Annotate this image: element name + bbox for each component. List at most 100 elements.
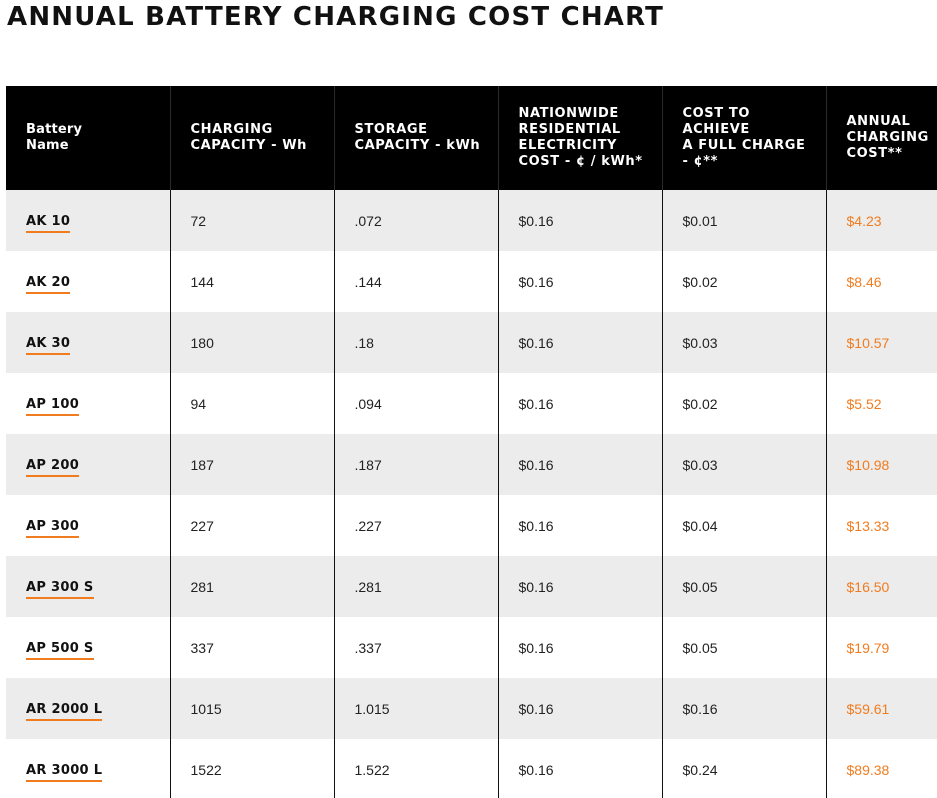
battery-name-cell: AP 500 S	[6, 617, 170, 678]
header-line: CAPACITY - kWh	[354, 138, 481, 153]
full-charge-cost-cell: $0.05	[661, 556, 826, 617]
storage-capacity-cell: .281	[333, 556, 498, 617]
full-charge-cost-cell: $0.03	[661, 434, 826, 495]
charging-capacity-cell: 337	[169, 617, 334, 678]
electricity-cost-cell: $0.16	[497, 678, 662, 739]
annual-cost-cell: $19.79	[825, 617, 937, 678]
storage-capacity-cell: .094	[333, 373, 498, 434]
annual-cost-cell: $4.23	[825, 190, 937, 251]
battery-name-cell: AR 2000 L	[6, 678, 170, 739]
table-body: AK 10 72.072 $0.16 $0.01 $4.23 AK 20 144.144 $0…	[6, 190, 937, 798]
table-row: AK 10 72.072 $0.16 $0.01 $4.23	[6, 190, 937, 251]
full-charge-cost-cell: $0.03	[661, 312, 826, 373]
header-line: NATIONWIDE	[518, 106, 619, 121]
battery-name-link[interactable]: AP 300	[26, 519, 80, 538]
charging-capacity-cell: 1522	[169, 739, 334, 798]
battery-name-link[interactable]: AR 3000 L	[26, 763, 103, 782]
annual-cost-cell: $8.46	[825, 251, 937, 312]
battery-name-link[interactable]: AP 200	[26, 458, 80, 477]
header-line: ELECTRICITY	[518, 138, 618, 153]
electricity-cost-cell: $0.16	[497, 312, 662, 373]
storage-capacity-cell: .337	[333, 617, 498, 678]
full-charge-cost-cell: $0.02	[661, 373, 826, 434]
page-title: ANNUAL BATTERY CHARGING COST CHART	[7, 2, 665, 32]
annual-cost-cell: $16.50	[825, 556, 937, 617]
table-row: AP 100 94.094 $0.16 $0.02 $5.52	[6, 373, 937, 434]
table-row: AK 20 144.144 $0.16 $0.02 $8.46	[6, 251, 937, 312]
full-charge-cost-cell: $0.05	[661, 617, 826, 678]
battery-name-cell: AK 30	[6, 312, 170, 373]
full-charge-cost-cell: $0.16	[661, 678, 826, 739]
header-line: CHARGING	[846, 130, 929, 145]
table-row: AP 300 227.227 $0.16 $0.04 $13.33	[6, 495, 937, 556]
battery-name-cell: AP 300 S	[6, 556, 170, 617]
electricity-cost-cell: $0.16	[497, 190, 662, 251]
header-line: STORAGE	[354, 122, 428, 137]
table-row: AP 200 187.187 $0.16 $0.03 $10.98	[6, 434, 937, 495]
storage-capacity-cell: .072	[333, 190, 498, 251]
storage-capacity-cell: .18	[333, 312, 498, 373]
battery-name-link[interactable]: AK 20	[26, 275, 71, 294]
charging-capacity-cell: 94	[169, 373, 334, 434]
storage-capacity-cell: 1.015	[333, 678, 498, 739]
electricity-cost-cell: $0.16	[497, 251, 662, 312]
charging-capacity-cell: 144	[169, 251, 334, 312]
storage-capacity-cell: 1.522	[333, 739, 498, 798]
battery-name-cell: AP 300	[6, 495, 170, 556]
header-line: COST**	[846, 146, 903, 161]
charging-capacity-cell: 281	[169, 556, 334, 617]
full-charge-cost-cell: $0.01	[661, 190, 826, 251]
annual-cost-cell: $59.61	[825, 678, 937, 739]
battery-name-link[interactable]: AP 100	[26, 397, 80, 416]
battery-name-cell: AK 10	[6, 190, 170, 251]
battery-name-cell: AK 20	[6, 251, 170, 312]
full-charge-cost-cell: $0.02	[661, 251, 826, 312]
charging-cost-table: Battery Name CHARGING CAPACITY - Wh STOR…	[6, 86, 937, 798]
table-header: Battery Name CHARGING CAPACITY - Wh STOR…	[6, 86, 937, 190]
charging-capacity-cell: 187	[169, 434, 334, 495]
header-line: Battery	[26, 122, 83, 137]
full-charge-cost-cell: $0.04	[661, 495, 826, 556]
electricity-cost-cell: $0.16	[497, 617, 662, 678]
header-charging-capacity: CHARGING CAPACITY - Wh	[169, 86, 334, 190]
battery-name-link[interactable]: AR 2000 L	[26, 702, 103, 721]
header-storage-capacity: STORAGE CAPACITY - kWh	[333, 86, 498, 190]
annual-cost-cell: $89.38	[825, 739, 937, 798]
header-electricity-cost: NATIONWIDE RESIDENTIAL ELECTRICITY COST …	[497, 86, 662, 190]
battery-name-link[interactable]: AP 500 S	[26, 641, 94, 660]
header-line: CHARGING	[190, 122, 273, 137]
header-row: Battery Name CHARGING CAPACITY - Wh STOR…	[6, 86, 937, 190]
table-row: AK 30 180.18 $0.16 $0.03 $10.57	[6, 312, 937, 373]
charging-capacity-cell: 1015	[169, 678, 334, 739]
battery-name-link[interactable]: AK 30	[26, 336, 71, 355]
battery-name-cell: AR 3000 L	[6, 739, 170, 798]
battery-name-link[interactable]: AK 10	[26, 214, 71, 233]
storage-capacity-cell: .227	[333, 495, 498, 556]
battery-name-cell: AP 100	[6, 373, 170, 434]
electricity-cost-cell: $0.16	[497, 739, 662, 798]
header-line: Name	[26, 138, 69, 153]
header-annual-charging-cost: ANNUAL CHARGING COST**	[825, 86, 937, 190]
battery-name-cell: AP 200	[6, 434, 170, 495]
table-row: AP 500 S 337.337 $0.16 $0.05 $19.79	[6, 617, 937, 678]
table-row: AP 300 S 281.281 $0.16 $0.05 $16.50	[6, 556, 937, 617]
header-line: A FULL CHARGE	[682, 138, 806, 153]
table-row: AR 3000 L 1522 1.522 $0.16 $0.24 $89.38	[6, 739, 937, 798]
annual-cost-cell: $13.33	[825, 495, 937, 556]
annual-cost-cell: $10.57	[825, 312, 937, 373]
charging-capacity-cell: 227	[169, 495, 334, 556]
table-row: AR 2000 L 1015 1.015 $0.16 $0.16 $59.61	[6, 678, 937, 739]
charging-cost-table-container: Battery Name CHARGING CAPACITY - Wh STOR…	[6, 86, 937, 798]
full-charge-cost-cell: $0.24	[661, 739, 826, 798]
header-line: ANNUAL	[846, 114, 911, 129]
annual-cost-cell: $5.52	[825, 373, 937, 434]
electricity-cost-cell: $0.16	[497, 495, 662, 556]
header-line: COST TO	[682, 106, 750, 121]
battery-name-link[interactable]: AP 300 S	[26, 580, 94, 599]
storage-capacity-cell: .144	[333, 251, 498, 312]
charging-capacity-cell: 180	[169, 312, 334, 373]
header-line: CAPACITY - Wh	[190, 138, 307, 153]
storage-capacity-cell: .187	[333, 434, 498, 495]
charging-capacity-cell: 72	[169, 190, 334, 251]
electricity-cost-cell: $0.16	[497, 373, 662, 434]
